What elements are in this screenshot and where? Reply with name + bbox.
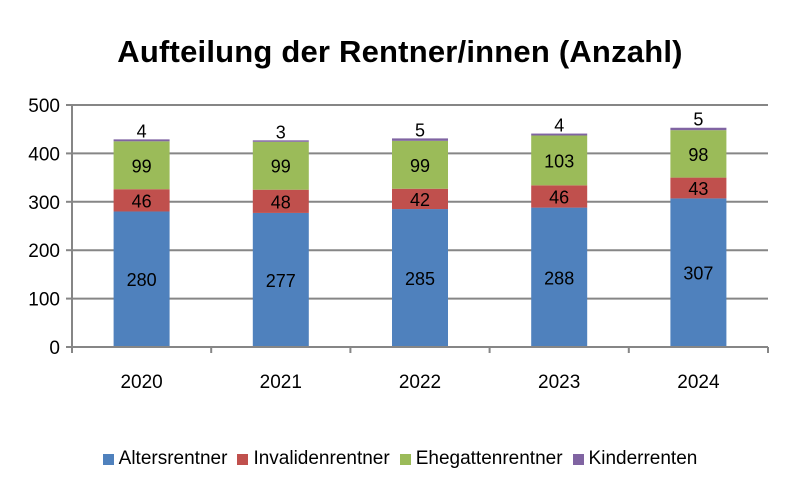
data-label: 98 <box>688 145 708 165</box>
bar-segment-altersrentner <box>670 198 727 347</box>
data-label: 99 <box>132 156 152 176</box>
data-label: 307 <box>683 264 713 284</box>
bar-segment-kinderrenten <box>252 140 309 142</box>
bar-segment-invalidenrentner <box>113 189 170 212</box>
data-label: 5 <box>693 110 703 130</box>
bar-segment-altersrentner <box>531 207 588 347</box>
y-tick-label: 500 <box>28 96 60 117</box>
x-category-label: 2021 <box>260 372 302 393</box>
data-label: 103 <box>544 151 574 171</box>
legend-label: Kinderrenten <box>588 448 698 469</box>
data-label: 3 <box>276 122 286 142</box>
y-tick-label: 100 <box>28 290 60 311</box>
bar-segment-ehegattenrentner <box>113 141 170 190</box>
legend: Altersrentner Invalidenrentner Ehegattenre… <box>0 448 800 470</box>
bar-segment-altersrentner <box>392 209 448 347</box>
legend-item: Ehegattenrentner <box>399 448 563 470</box>
bar-segment-ehegattenrentner <box>252 141 309 190</box>
x-category-label: 2020 <box>120 372 162 393</box>
x-category-label: 2022 <box>399 372 441 393</box>
x-category-label: 2023 <box>538 372 580 393</box>
x-category-label: 2024 <box>677 372 720 393</box>
data-label: 43 <box>688 179 708 199</box>
legend-item: Invalidenrentner <box>237 448 390 470</box>
data-label: 4 <box>554 116 564 136</box>
legend-swatch <box>102 453 114 465</box>
data-label: 280 <box>127 270 157 290</box>
bar-segment-ehegattenrentner <box>392 140 448 189</box>
bar-segment-ehegattenrentner <box>531 135 588 186</box>
data-label: 46 <box>549 187 569 207</box>
y-tick-label: 300 <box>28 193 60 214</box>
legend-item: Kinderrenten <box>572 448 698 470</box>
legend-item: Altersrentner <box>102 448 228 470</box>
data-label: 4 <box>137 121 147 141</box>
axes: 0 100 200 300 400 500 2020 2021 2022 2023 2024 <box>28 96 769 393</box>
legend-label: Ehegattenrentner <box>415 448 563 469</box>
data-label: 285 <box>405 269 435 289</box>
chart-plot: 0 100 200 300 400 500 2020 2021 2022 2023 2024 280… <box>28 96 769 393</box>
bar-segment-invalidenrentner <box>252 189 309 213</box>
data-label: 46 <box>132 191 152 211</box>
bar-segment-altersrentner <box>252 212 309 347</box>
data-label: 288 <box>544 268 574 288</box>
legend-swatch <box>399 453 411 465</box>
bar-segment-kinderrenten <box>392 138 448 141</box>
bar-segment-kinderrenten <box>113 139 170 142</box>
bar-segment-altersrentner <box>113 211 170 347</box>
bar-segment-invalidenrentner <box>670 177 727 199</box>
y-tick-label: 400 <box>28 144 60 165</box>
bar-segment-invalidenrentner <box>392 188 448 210</box>
bar-segment-kinderrenten <box>531 133 588 136</box>
data-label: 42 <box>410 190 430 210</box>
data-label: 48 <box>271 192 291 212</box>
legend-swatch <box>237 453 249 465</box>
legend-label: Altersrentner <box>118 448 228 469</box>
bar-segment-ehegattenrentner <box>670 130 727 178</box>
data-labels: 280 46 99 4 277 48 99 3 285 42 99 5 288 46 103 4 307 43 98… <box>127 110 714 291</box>
legend-swatch <box>572 453 584 465</box>
data-label: 5 <box>415 120 425 140</box>
data-label: 277 <box>266 271 296 291</box>
bars <box>113 127 727 347</box>
y-tick-label: 0 <box>49 338 60 359</box>
bar-segment-kinderrenten <box>670 127 727 131</box>
data-label: 99 <box>410 156 430 176</box>
legend-label: Invalidenrentner <box>253 448 390 469</box>
y-tick-label: 200 <box>28 241 60 262</box>
chart-title: Aufteilung der Rentner/innen (Anzahl) <box>117 34 683 69</box>
bar-segment-invalidenrentner <box>531 185 588 208</box>
data-label: 99 <box>271 157 291 177</box>
